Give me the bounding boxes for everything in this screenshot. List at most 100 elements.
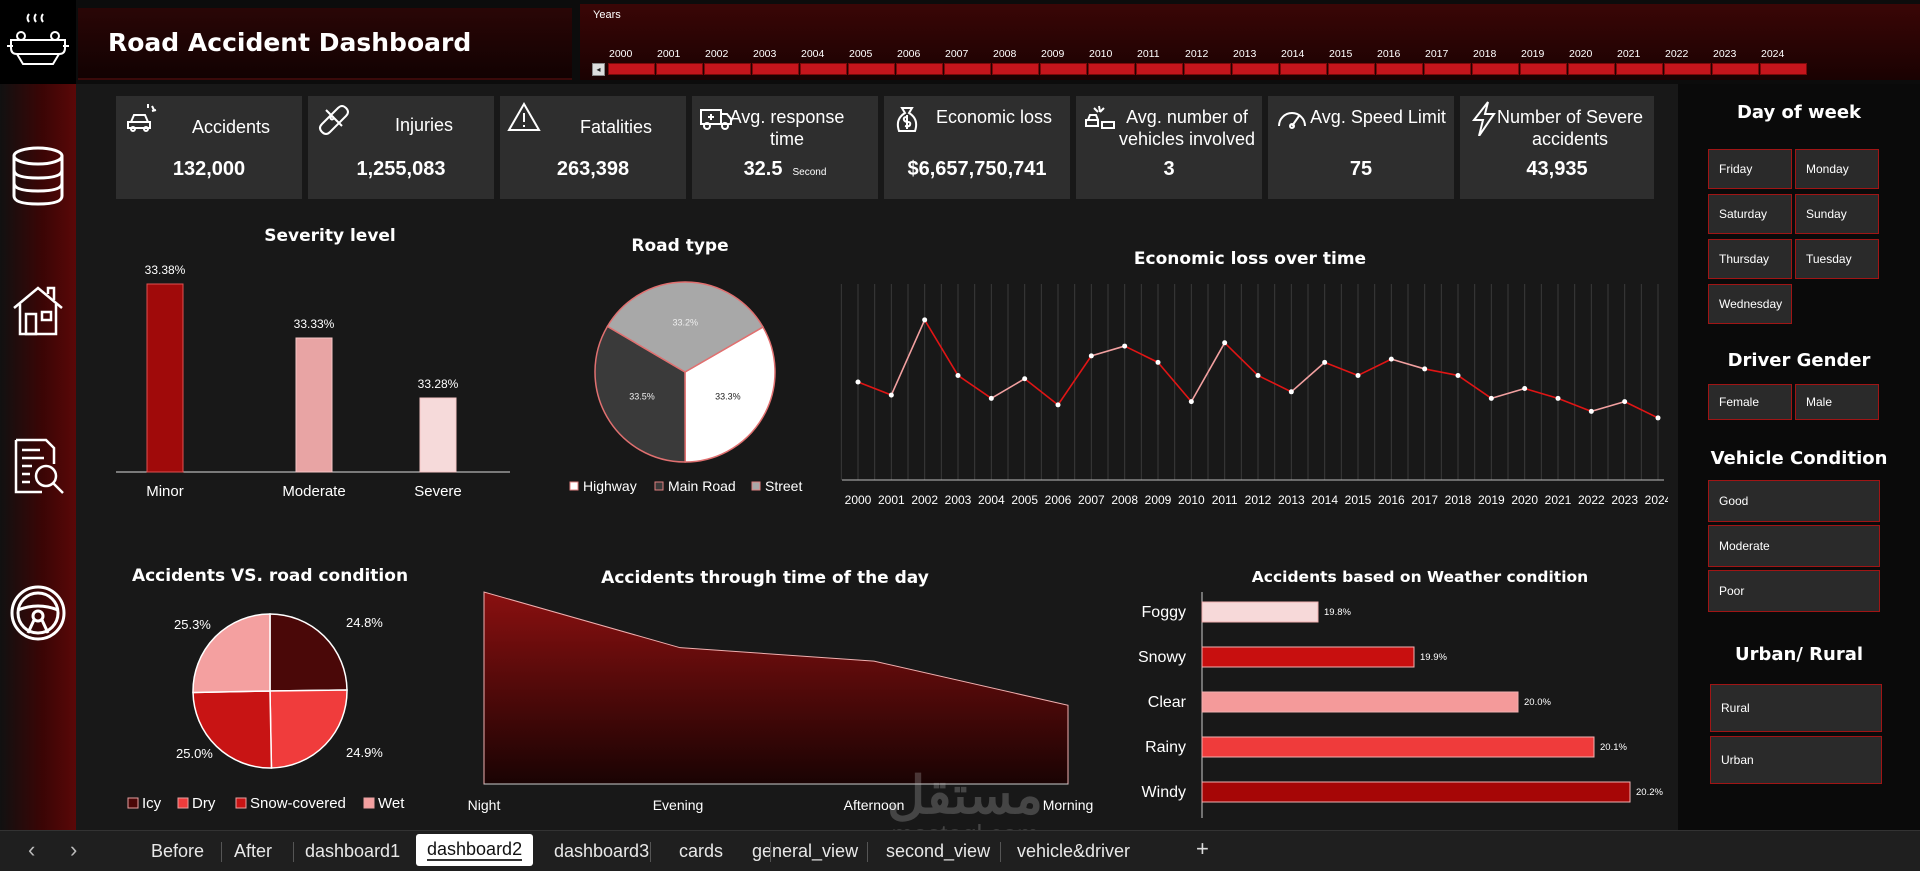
vehicle-condition-filter-poor[interactable]: Poor (1708, 570, 1880, 612)
year-bar[interactable] (944, 63, 991, 75)
year-item-2023[interactable]: 2023 (1712, 48, 1760, 75)
year-bar[interactable] (1232, 63, 1279, 75)
year-item-2015[interactable]: 2015 (1328, 48, 1376, 75)
day-filter-wednesday[interactable]: Wednesday (1708, 284, 1792, 324)
day-filter-friday[interactable]: Friday (1708, 149, 1792, 189)
tab-cards[interactable]: cards (679, 841, 724, 861)
tab-dashboard1[interactable]: dashboard1 (305, 841, 401, 861)
year-item-2003[interactable]: 2003 (752, 48, 800, 75)
year-item-2016[interactable]: 2016 (1376, 48, 1424, 75)
year-bar[interactable] (1040, 63, 1087, 75)
house-icon[interactable] (8, 280, 68, 342)
year-item-2018[interactable]: 2018 (1472, 48, 1520, 75)
year-item-2013[interactable]: 2013 (1232, 48, 1280, 75)
day-filter-thursday[interactable]: Thursday (1708, 239, 1792, 279)
tab-dashboard3[interactable]: dashboard3 (554, 841, 650, 861)
eco-line-segment (1190, 342, 1226, 402)
road-condition-data-label: 24.9% (346, 745, 383, 760)
year-label: 2010 (1089, 48, 1113, 60)
year-scroll-left-button[interactable]: ◂ (592, 63, 605, 76)
year-label: 2013 (1233, 48, 1257, 60)
gender-filter-female[interactable]: Female (1708, 384, 1792, 420)
year-bar[interactable] (848, 63, 895, 75)
area-filter-rural[interactable]: Rural (1710, 684, 1882, 732)
day-filter-tuesday[interactable]: Tuesday (1795, 239, 1879, 279)
eco-point (888, 392, 894, 398)
year-item-2008[interactable]: 2008 (992, 48, 1040, 75)
tab-vehicle-driver[interactable]: vehicle&driver (1017, 841, 1131, 861)
year-bar[interactable] (1520, 63, 1567, 75)
road-condition-legend-label: Snow-covered (250, 795, 346, 812)
year-bar[interactable] (1184, 63, 1231, 75)
year-bar[interactable] (1472, 63, 1519, 75)
year-bar[interactable] (1280, 63, 1327, 75)
day-filter-monday[interactable]: Monday (1795, 149, 1879, 189)
vehicle-condition-filter-moderate[interactable]: Moderate (1708, 525, 1880, 567)
year-bar[interactable] (608, 63, 655, 75)
year-bar[interactable] (1760, 63, 1807, 75)
day-of-week-title: Day of week (1736, 102, 1861, 123)
eco-line-segment (1091, 345, 1125, 357)
year-item-2006[interactable]: 2006 (896, 48, 944, 75)
year-item-2005[interactable]: 2005 (848, 48, 896, 75)
tab-second-view[interactable]: second_view (886, 841, 991, 861)
tab-after[interactable]: After (234, 841, 273, 861)
tab-dashboard2[interactable]: dashboard2 (416, 834, 534, 866)
road-condition-legend-swatch (235, 797, 247, 809)
vehicle-condition-filter-good[interactable]: Good (1708, 480, 1880, 522)
year-bar[interactable] (800, 63, 847, 75)
add-sheet-button[interactable]: + (1196, 836, 1209, 861)
eco-point (1022, 376, 1028, 382)
tab-general-view[interactable]: general_view (752, 841, 859, 861)
year-bar[interactable] (992, 63, 1039, 75)
steering-wheel-icon[interactable] (8, 582, 68, 644)
year-item-2017[interactable]: 2017 (1424, 48, 1472, 75)
year-item-2012[interactable]: 2012 (1184, 48, 1232, 75)
year-bar[interactable] (656, 63, 703, 75)
gender-filter-male[interactable]: Male (1795, 384, 1879, 420)
year-item-2022[interactable]: 2022 (1664, 48, 1712, 75)
year-bar[interactable] (1088, 63, 1135, 75)
road-type-legend-label: Main Road (668, 478, 736, 494)
report-search-icon[interactable] (8, 436, 68, 498)
year-bar[interactable] (752, 63, 799, 75)
money-bag-icon (890, 100, 926, 136)
filter-panel: Day of week Friday Monday Saturday Sunday Thu… (1678, 84, 1920, 830)
year-item-2021[interactable]: 2021 (1616, 48, 1664, 75)
tab-prev-button[interactable]: ‹ (28, 837, 36, 862)
year-item-2001[interactable]: 2001 (656, 48, 704, 75)
year-bar[interactable] (1616, 63, 1663, 75)
year-bar[interactable] (1328, 63, 1375, 75)
year-bar[interactable] (704, 63, 751, 75)
year-bar[interactable] (896, 63, 943, 75)
year-bar[interactable] (1712, 63, 1759, 75)
eco-line-segment (1524, 387, 1559, 400)
driver-gender-title: Driver Gender (1727, 350, 1871, 371)
tab-next-button[interactable]: › (70, 837, 78, 862)
left-navigation (0, 84, 76, 830)
year-item-2020[interactable]: 2020 (1568, 48, 1616, 75)
year-item-2004[interactable]: 2004 (800, 48, 848, 75)
year-bar[interactable] (1568, 63, 1615, 75)
year-item-2009[interactable]: 2009 (1040, 48, 1088, 75)
year-item-2007[interactable]: 2007 (944, 48, 992, 75)
tab-before[interactable]: Before (151, 841, 205, 861)
year-bar[interactable] (1376, 63, 1423, 75)
database-icon[interactable] (8, 146, 68, 208)
tab-label: dashboard2 (427, 839, 523, 861)
year-label: 2016 (1377, 48, 1401, 60)
area-filter-urban[interactable]: Urban (1710, 736, 1882, 784)
year-bar[interactable] (1424, 63, 1471, 75)
year-bar[interactable] (1664, 63, 1711, 75)
year-label: 2011 (1137, 48, 1160, 60)
year-bar[interactable] (1136, 63, 1183, 75)
year-item-2010[interactable]: 2010 (1088, 48, 1136, 75)
year-item-2014[interactable]: 2014 (1280, 48, 1328, 75)
year-item-2000[interactable]: 2000 (608, 48, 656, 75)
day-filter-saturday[interactable]: Saturday (1708, 194, 1792, 234)
day-filter-sunday[interactable]: Sunday (1795, 194, 1879, 234)
year-item-2011[interactable]: 2011 (1136, 48, 1184, 75)
year-item-2024[interactable]: 2024 (1760, 48, 1808, 75)
year-item-2019[interactable]: 2019 (1520, 48, 1568, 75)
year-item-2002[interactable]: 2002 (704, 48, 752, 75)
